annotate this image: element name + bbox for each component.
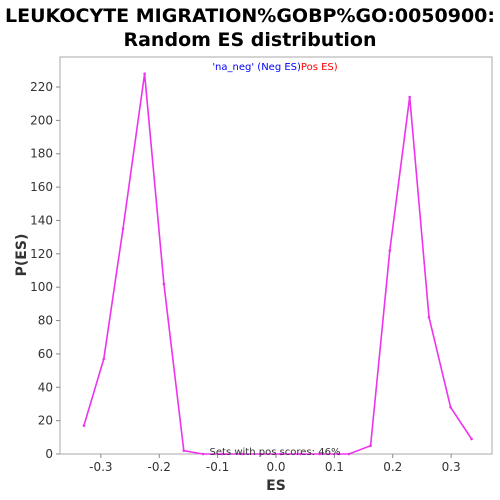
data-point bbox=[299, 452, 302, 456]
data-point bbox=[182, 449, 186, 452]
y-tick-label: 60 bbox=[38, 347, 53, 361]
data-point bbox=[369, 444, 372, 447]
plot-area bbox=[59, 56, 493, 455]
y-tick-label: 100 bbox=[30, 280, 53, 294]
y-tick-label: 120 bbox=[30, 247, 53, 261]
data-point bbox=[388, 249, 392, 252]
x-axis-label: ES bbox=[266, 478, 286, 494]
y-axis-label: P(ES) bbox=[14, 234, 30, 277]
y-tick-label: 80 bbox=[38, 314, 53, 328]
y-axis-ticks: 0 20 40 60 80 100 120 140 160 180 200 220 bbox=[30, 80, 60, 461]
pos-scores-annotation: Sets with pos scores: 46% bbox=[210, 447, 341, 458]
data-point bbox=[220, 452, 224, 456]
data-point bbox=[337, 452, 341, 456]
legend: 'na_neg' (Neg ES)Pos ES) bbox=[212, 62, 337, 73]
data-point bbox=[279, 452, 282, 456]
y-tick-label: 220 bbox=[30, 80, 53, 94]
chart-title-line1: LEUKOCYTE MIGRATION%GOBP%GO:0050900: bbox=[5, 5, 495, 27]
data-point bbox=[240, 452, 244, 456]
legend-neg-es: 'na_neg' (Neg ES) bbox=[212, 62, 301, 73]
data-point bbox=[449, 405, 452, 409]
data-point bbox=[102, 357, 106, 361]
es-distribution-points bbox=[82, 72, 473, 456]
data-point bbox=[260, 452, 263, 456]
data-point bbox=[427, 315, 431, 319]
x-tick-label: -0.1 bbox=[206, 460, 229, 474]
data-point bbox=[162, 282, 166, 286]
data-point bbox=[201, 452, 205, 456]
data-point bbox=[347, 452, 351, 456]
y-tick-label: 200 bbox=[30, 113, 53, 127]
x-tick-label: 0.3 bbox=[442, 460, 461, 474]
x-tick-label: 0.0 bbox=[266, 460, 285, 474]
y-tick-label: 20 bbox=[38, 414, 53, 428]
legend-pos-es: Pos ES) bbox=[301, 62, 338, 73]
data-point bbox=[82, 424, 86, 427]
x-tick-label: -0.2 bbox=[148, 460, 171, 474]
chart-title-line2: Random ES distribution bbox=[123, 29, 376, 51]
x-tick-label: 0.2 bbox=[383, 460, 402, 474]
y-tick-label: 140 bbox=[30, 213, 53, 227]
y-tick-label: 0 bbox=[45, 447, 53, 461]
data-point bbox=[470, 437, 473, 441]
data-point bbox=[318, 452, 322, 456]
data-point bbox=[143, 72, 146, 75]
x-tick-label: 0.1 bbox=[325, 460, 344, 474]
data-point bbox=[408, 95, 411, 99]
y-tick-label: 180 bbox=[30, 147, 53, 161]
x-tick-label: -0.3 bbox=[89, 460, 112, 474]
data-point bbox=[121, 227, 125, 231]
y-tick-label: 40 bbox=[38, 380, 53, 394]
y-tick-label: 160 bbox=[30, 180, 53, 194]
